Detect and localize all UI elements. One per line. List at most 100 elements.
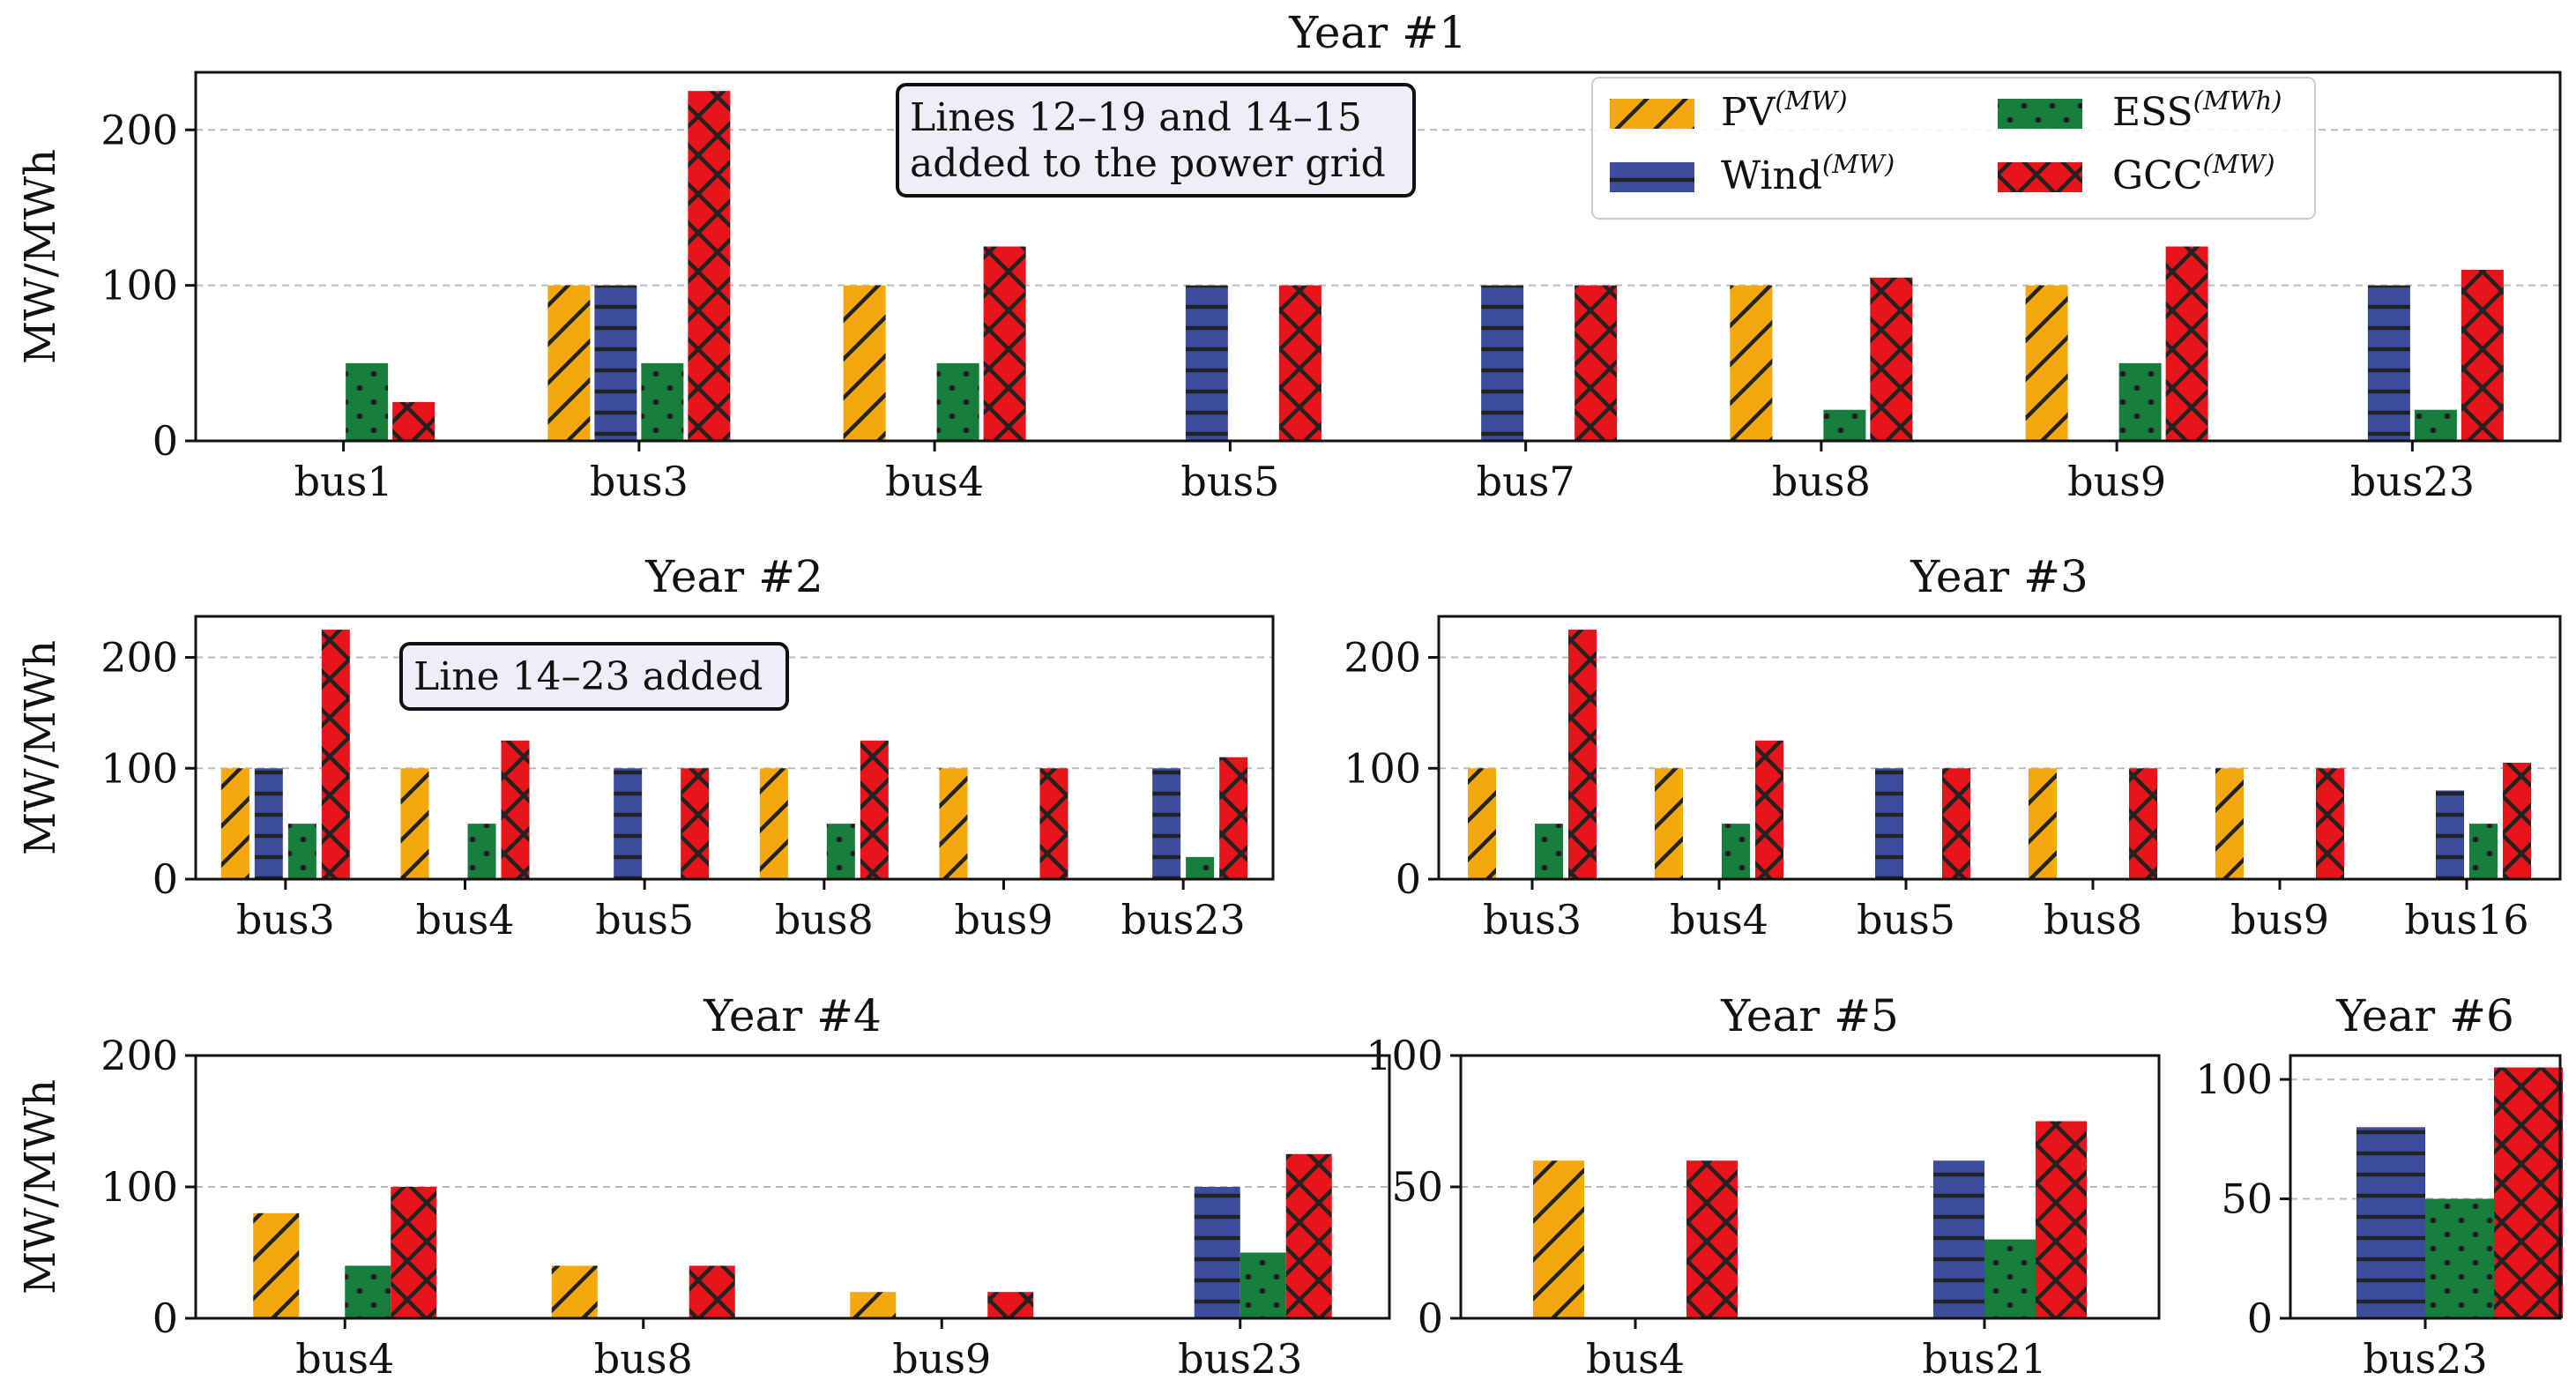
x-tick-label: bus23	[1121, 896, 1246, 944]
bar-gcc-bus4	[391, 1187, 437, 1318]
axes-frame	[1459, 1054, 2161, 1320]
x-tick-label: bus16	[2404, 896, 2528, 944]
bar-wind-bus21	[1933, 1160, 1984, 1318]
x-tick-label: bus4	[416, 896, 515, 944]
bar-ess-bus8	[826, 824, 855, 879]
y-tick-label: 200	[101, 106, 178, 153]
bar-gcc-bus8	[1870, 277, 1913, 441]
bar-ess-bus16	[2469, 824, 2498, 879]
x-tick-label: bus23	[2350, 458, 2475, 505]
x-tick-label: bus3	[590, 458, 689, 505]
x-tick-label: bus9	[2230, 896, 2329, 944]
axes-frame	[194, 71, 2562, 443]
y-tick-label: 50	[2221, 1175, 2273, 1223]
bar-gcc-bus7	[1575, 285, 1618, 441]
annotation-text: added to the power grid	[910, 141, 1386, 186]
x-tick-label: bus4	[1670, 896, 1768, 944]
bar-wind-bus5	[1875, 768, 1903, 879]
x-tick-label: bus9	[955, 896, 1053, 944]
annotation-text: Line 14–23 added	[413, 654, 763, 699]
y-tick-label: 0	[2247, 1294, 2273, 1342]
legend-unit: (MW)	[2202, 149, 2274, 179]
x-tick-label: bus4	[295, 1335, 394, 1383]
y-tick-label: 100	[2195, 1056, 2273, 1103]
legend-unit: (MW)	[1775, 86, 1847, 116]
chart-panel-5: bus4 bus21 0 50 100 Year #5	[1366, 990, 2161, 1383]
bar-pv-bus4	[843, 285, 886, 441]
bar-wind-bus23	[2356, 1127, 2425, 1318]
legend: PV(MW)Wind(MW)ESS(MWh)GCC(MW)	[1591, 77, 2316, 220]
chart-title: Year #1	[1288, 7, 1467, 58]
bar-gcc-bus8	[689, 1265, 735, 1318]
bar-gcc-bus23	[2461, 269, 2504, 441]
x-tick-label: bus9	[892, 1335, 991, 1383]
x-tick-label: bus4	[1586, 1335, 1685, 1383]
bar-wind-bus7	[1481, 285, 1524, 441]
bar-gcc-bus3	[321, 630, 350, 879]
bar-pv-bus4	[1533, 1160, 1584, 1318]
x-tick-label: bus1	[294, 458, 393, 505]
bar-gcc-bus1	[392, 401, 436, 441]
bar-ess-bus23	[2414, 409, 2457, 441]
x-tick-label: bus8	[1772, 458, 1871, 505]
bar-pv-bus8	[2029, 768, 2057, 879]
y-tick-label: 0	[1396, 855, 1421, 903]
annotation-box: Line 14–23 added	[399, 642, 789, 711]
bar-ess-bus21	[1984, 1239, 2036, 1318]
chart-title: Year #2	[644, 551, 823, 602]
x-tick-label: bus23	[1178, 1335, 1302, 1383]
bar-gcc-bus3	[1568, 630, 1597, 879]
y-tick-label: 0	[153, 417, 178, 465]
x-tick-label: bus3	[236, 896, 335, 944]
bar-wind-bus23	[1152, 768, 1181, 879]
y-axis-label: MW/MWh	[16, 640, 65, 855]
legend-swatch	[1610, 162, 1694, 192]
annotation-frame	[896, 83, 1416, 198]
y-axis-label: MW/MWh	[16, 1079, 65, 1294]
legend-swatch	[1998, 99, 2082, 129]
bar-ess-bus4	[345, 1265, 391, 1318]
bar-pv-bus8	[551, 1265, 598, 1318]
bar-ess-bus1	[346, 362, 389, 441]
x-tick-label: bus5	[595, 896, 694, 944]
bar-gcc-bus23	[1285, 1153, 1332, 1318]
y-tick-label: 200	[1344, 634, 1421, 682]
bar-pv-bus8	[759, 768, 788, 879]
bar-wind-bus16	[2436, 790, 2464, 879]
y-tick-label: 100	[101, 744, 178, 792]
bar-gcc-bus21	[2036, 1121, 2087, 1318]
bar-gcc-bus4	[983, 246, 1026, 441]
bar-gcc-bus3	[688, 91, 731, 442]
y-tick-label: 0	[153, 1294, 178, 1342]
x-tick-label: bus8	[775, 896, 874, 944]
x-tick-label: bus8	[2044, 896, 2142, 944]
y-tick-label: 0	[1418, 1294, 1443, 1342]
bar-gcc-bus23	[1219, 757, 1248, 879]
bar-pv-bus4	[400, 768, 429, 879]
bar-wind-bus5	[1185, 285, 1228, 441]
bar-ess-bus4	[1722, 824, 1750, 879]
y-tick-label: 100	[1366, 1032, 1443, 1079]
y-tick-label: 100	[101, 1163, 178, 1211]
bar-wind-bus23	[2367, 285, 2410, 441]
bar-ess-bus4	[936, 362, 979, 441]
y-tick-label: 0	[153, 855, 178, 903]
bar-ess-bus23	[1240, 1252, 1286, 1318]
bar-pv-bus3	[547, 285, 591, 441]
axes-frame	[1437, 615, 2562, 881]
y-tick-label: 200	[101, 634, 178, 682]
axes-frame	[194, 615, 1275, 881]
y-tick-label: 100	[101, 262, 178, 310]
bar-gcc-bus5	[1942, 768, 1970, 879]
bar-gcc-bus5	[681, 768, 710, 879]
bar-pv-bus8	[1730, 285, 1773, 441]
bar-pv-bus4	[1655, 768, 1683, 879]
bar-gcc-bus8	[2129, 768, 2157, 879]
chart-panel-1: bus1 bus3 bus4 bus5 bus7 bus8 bus9 bus23 0 100 200…	[16, 7, 2562, 505]
bar-pv-bus9	[2215, 768, 2244, 879]
bar-gcc-bus9	[1039, 768, 1068, 879]
bar-gcc-bus9	[2316, 768, 2344, 879]
x-tick-label: bus9	[2067, 458, 2166, 505]
bar-ess-bus4	[467, 824, 496, 879]
